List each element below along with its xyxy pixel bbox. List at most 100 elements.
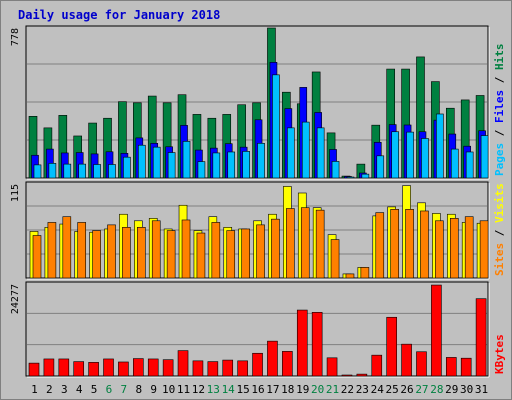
- x-tick-label-day-7: 7: [121, 383, 128, 396]
- bar-kbytes-day-29: [445, 357, 457, 377]
- x-tick-label-day-4: 4: [76, 383, 83, 396]
- bar-pages-day-3: [63, 163, 72, 179]
- bar-sites-day-29: [449, 218, 459, 279]
- bar-kbytes-day-23: [356, 373, 368, 377]
- x-tick-label-day-5: 5: [91, 383, 98, 396]
- legend-visits: Visits: [493, 183, 506, 223]
- bar-sites-day-18: [286, 208, 295, 279]
- bar-kbytes-day-16: [252, 352, 263, 377]
- x-tick-label-day-8: 8: [135, 383, 142, 396]
- bar-pages-day-29: [450, 148, 459, 179]
- bar-kbytes-day-26: [401, 343, 412, 377]
- bar-sites-day-11: [181, 219, 191, 279]
- bar-pages-day-14: [227, 151, 236, 179]
- bar-sites-day-27: [420, 210, 429, 279]
- legend-hits-files-pages: Pages / Files / Hits: [493, 44, 506, 177]
- bar-pages-day-27: [421, 138, 429, 179]
- bar-kbytes-day-10: [162, 359, 174, 377]
- bar-sites-day-24: [375, 212, 385, 279]
- bar-pages-day-9: [152, 146, 161, 179]
- bar-sites-day-30: [464, 216, 474, 279]
- bar-pages-day-23: [361, 173, 370, 179]
- bar-sites-day-10: [166, 230, 176, 279]
- x-tick-label-day-19: 19: [296, 383, 309, 396]
- x-tick-label-day-22: 22: [341, 383, 354, 396]
- bar-sites-day-23: [360, 267, 370, 279]
- bar-kbytes-day-27: [416, 351, 427, 377]
- bar-sites-day-8: [137, 227, 146, 279]
- bar-sites-day-17: [271, 218, 280, 279]
- bar-sites-day-19: [300, 207, 310, 279]
- legend-kbytes: KBytes: [493, 334, 506, 374]
- x-tick-label-day-28: 28: [430, 383, 443, 396]
- bar-sites-day-14: [226, 230, 236, 279]
- bar-kbytes-day-19: [296, 309, 308, 377]
- legend-separator: /: [493, 70, 506, 90]
- bar-pages-day-6: [108, 164, 116, 179]
- bar-pages-day-24: [376, 155, 385, 179]
- bar-pages-day-19: [301, 121, 310, 179]
- bar-kbytes-day-15: [237, 360, 248, 377]
- bar-sites-day-22: [345, 273, 355, 279]
- x-tick-label-day-20: 20: [311, 383, 324, 396]
- x-tick-label-day-26: 26: [400, 383, 413, 396]
- bar-pages-day-7: [123, 156, 131, 179]
- x-tick-label-day-30: 30: [460, 383, 473, 396]
- bar-kbytes-day-5: [88, 362, 99, 377]
- x-tick-label-day-3: 3: [61, 383, 68, 396]
- bar-pages-day-18: [287, 127, 295, 179]
- bar-kbytes-day-13: [207, 361, 219, 377]
- bar-kbytes-day-24: [371, 354, 383, 377]
- bar-sites-day-28: [435, 220, 444, 279]
- bar-pages-day-17: [272, 74, 280, 179]
- bar-pages-day-21: [331, 161, 340, 179]
- bar-pages-day-8: [138, 144, 146, 179]
- bar-sites-day-6: [107, 224, 116, 279]
- x-tick-label-day-21: 21: [326, 383, 339, 396]
- x-tick-label-day-1: 1: [31, 383, 38, 396]
- x-tick-label-day-18: 18: [281, 383, 294, 396]
- x-tick-label-day-23: 23: [356, 383, 369, 396]
- bar-pages-day-2: [48, 163, 57, 179]
- legend-sites: Sites: [493, 243, 506, 276]
- bar-pages-day-30: [465, 151, 474, 179]
- bar-sites-day-16: [256, 224, 265, 279]
- x-tick-label-day-2: 2: [46, 383, 53, 396]
- y-max-label: 778: [10, 28, 21, 46]
- x-tick-label-day-12: 12: [192, 383, 205, 396]
- legend-kbytes: KBytes: [493, 334, 506, 374]
- bar-pages-day-13: [212, 152, 221, 179]
- bar-kbytes-day-30: [460, 357, 472, 377]
- bar-pages-day-10: [167, 152, 176, 179]
- bar-pages-day-26: [406, 131, 414, 179]
- x-tick-label-day-17: 17: [266, 383, 279, 396]
- x-tick-label-day-24: 24: [371, 383, 385, 396]
- bar-kbytes-day-7: [118, 361, 129, 377]
- bar-pages-day-11: [182, 141, 191, 179]
- bar-pages-day-28: [436, 113, 444, 179]
- bar-kbytes-day-25: [386, 316, 397, 377]
- bar-sites-day-13: [211, 222, 221, 279]
- bar-kbytes-day-18: [282, 351, 293, 377]
- bar-kbytes-day-17: [267, 340, 278, 377]
- bar-kbytes-day-1: [28, 362, 40, 377]
- bar-sites-day-4: [77, 222, 87, 279]
- x-tick-label-day-27: 27: [415, 383, 428, 396]
- bar-pages-day-25: [391, 131, 399, 179]
- bar-sites-day-2: [47, 222, 57, 279]
- x-tick-label-day-9: 9: [150, 383, 157, 396]
- x-tick-label-day-16: 16: [251, 383, 264, 396]
- bar-pages-day-5: [93, 164, 101, 179]
- bar-kbytes-day-31: [475, 298, 487, 377]
- bar-kbytes-day-11: [177, 350, 189, 377]
- x-tick-label-day-29: 29: [445, 383, 458, 396]
- bar-kbytes-day-3: [58, 358, 70, 377]
- bar-sites-day-21: [330, 239, 340, 279]
- bar-kbytes-day-2: [43, 358, 55, 377]
- x-tick-label-day-11: 11: [177, 383, 190, 396]
- bar-pages-day-1: [33, 164, 42, 179]
- bar-pages-day-4: [78, 163, 87, 179]
- x-tick-label-day-25: 25: [386, 383, 399, 396]
- legend-files: Files: [493, 90, 506, 123]
